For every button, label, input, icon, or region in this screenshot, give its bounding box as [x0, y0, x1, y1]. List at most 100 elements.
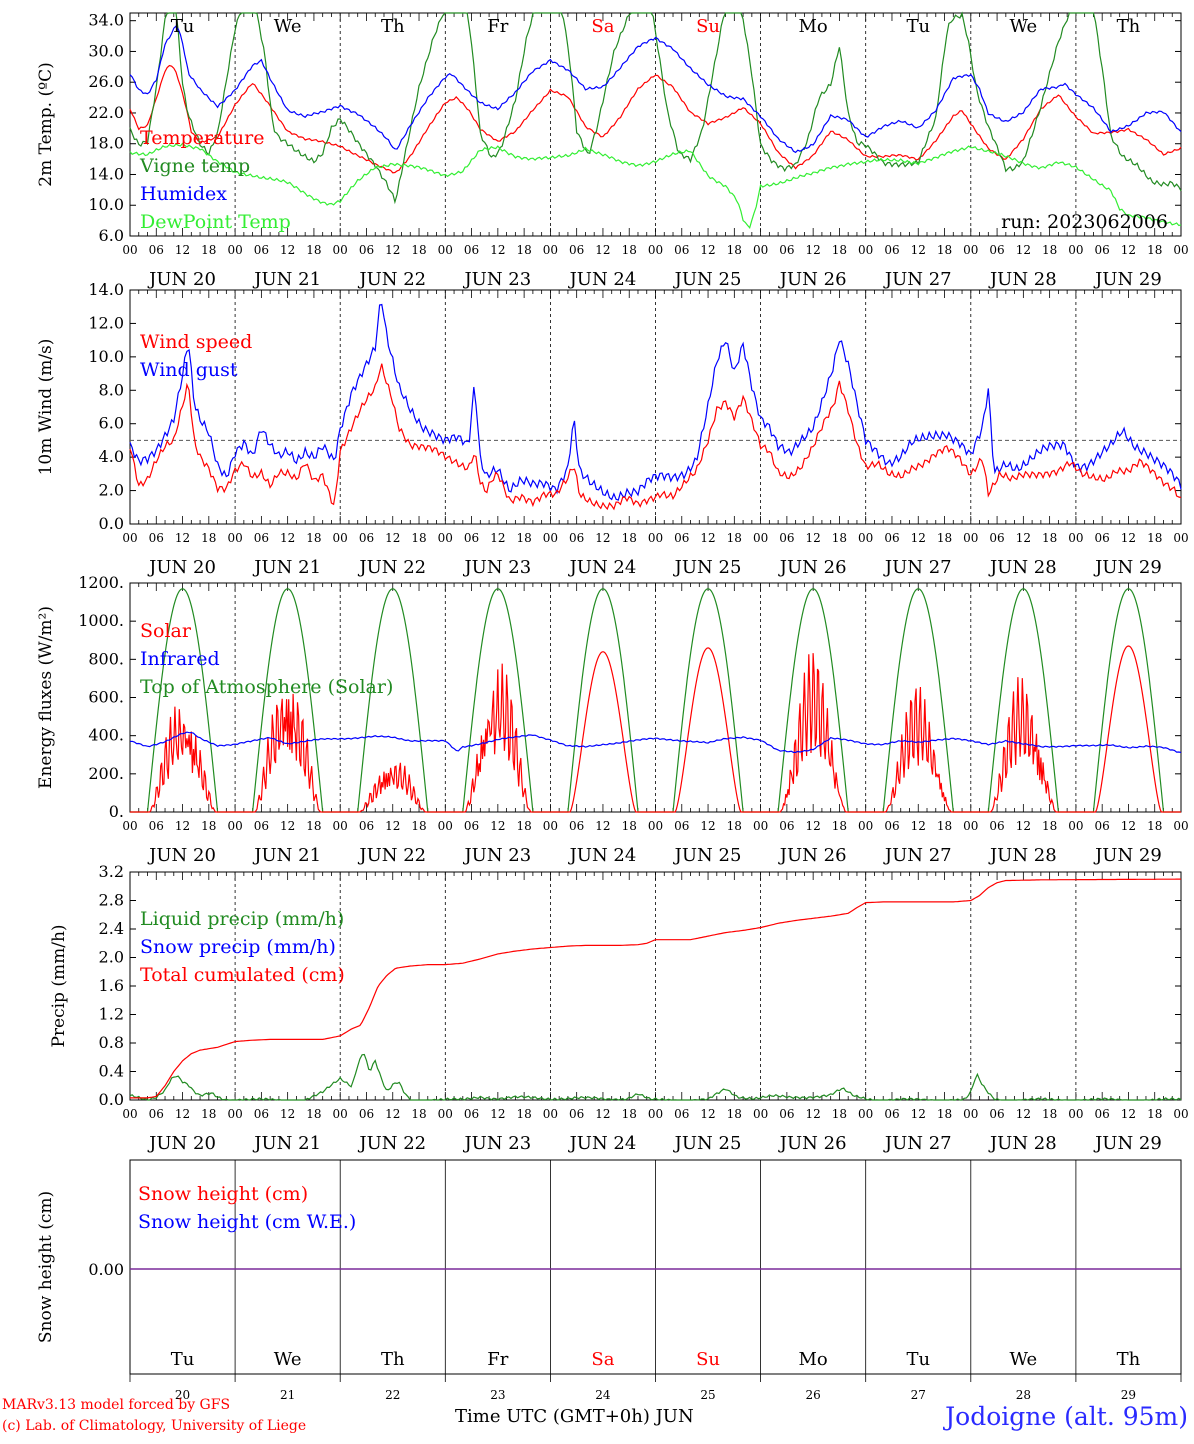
- hour-tick-label: 06: [359, 531, 374, 545]
- hour-tick-label: 06: [674, 1107, 689, 1121]
- hour-tick-label: 00: [648, 819, 663, 833]
- legend-entry: Solar: [140, 620, 192, 642]
- model-credit-line: MARv3.13 model forced by GFS: [2, 1397, 231, 1413]
- date-label: JUN 29: [1093, 557, 1162, 578]
- hour-tick-label: 12: [175, 1107, 190, 1121]
- hour-tick-label: 18: [201, 531, 216, 545]
- y-tick-label: 1.2: [99, 1005, 124, 1024]
- hour-tick-label: 00: [543, 819, 558, 833]
- date-label: JUN 21: [252, 1133, 321, 1154]
- hour-tick-label: 00: [858, 243, 873, 257]
- hour-tick-label: 00: [963, 1107, 978, 1121]
- y-axis-title: Precip (mm/h): [49, 924, 69, 1047]
- time-axis-title: Time UTC (GMT+0h) JUN: [455, 1406, 694, 1427]
- date-label: JUN 22: [357, 1133, 426, 1154]
- hour-tick-label: 12: [280, 531, 295, 545]
- series-line-infrared: [129, 731, 1182, 754]
- hour-tick-label: 12: [1121, 243, 1136, 257]
- weekday-label: Su: [696, 16, 720, 37]
- date-label: JUN 23: [462, 269, 531, 290]
- hour-tick-label: 18: [937, 531, 952, 545]
- date-label: JUN 28: [988, 845, 1057, 866]
- date-label: JUN 22: [357, 269, 426, 290]
- weekday-label: Mo: [799, 16, 828, 37]
- hour-tick-label: 18: [1147, 819, 1162, 833]
- legend-entry: Wind speed: [140, 331, 252, 353]
- hour-tick-label: 12: [280, 819, 295, 833]
- hour-tick-label: 18: [201, 819, 216, 833]
- hour-tick-label: 06: [149, 531, 164, 545]
- y-tick-label: 18.0: [88, 134, 124, 153]
- weekday-label: Mo: [799, 1349, 828, 1370]
- hour-tick-label: 18: [306, 243, 321, 257]
- hour-tick-label: 12: [911, 1107, 926, 1121]
- date-label: JUN 21: [252, 557, 321, 578]
- hour-tick-label: 06: [779, 531, 794, 545]
- y-tick-label: 30.0: [88, 41, 124, 60]
- panel-2: [129, 289, 1182, 525]
- hour-tick-label: 06: [1095, 531, 1110, 545]
- legend-entry: Temperature: [140, 127, 264, 149]
- hour-tick-label: 00: [1173, 1107, 1188, 1121]
- hour-tick-label: 18: [1042, 1107, 1057, 1121]
- hour-tick-label: 06: [674, 243, 689, 257]
- y-tick-label: 6.0: [99, 226, 124, 245]
- date-label: JUN 28: [988, 269, 1057, 290]
- day-number-label: 26: [806, 1388, 821, 1402]
- hour-tick-label: 00: [1068, 243, 1083, 257]
- date-label: JUN 27: [883, 1133, 952, 1154]
- day-number-label: 21: [280, 1388, 295, 1402]
- hour-tick-label: 12: [806, 243, 821, 257]
- hour-tick-label: 00: [753, 243, 768, 257]
- y-tick-label: 10.0: [88, 347, 124, 366]
- hour-tick-label: 18: [1042, 243, 1057, 257]
- y-tick-label: 12.0: [88, 313, 124, 332]
- date-label: JUN 21: [252, 845, 321, 866]
- hour-tick-label: 00: [333, 531, 348, 545]
- hour-tick-label: 12: [1121, 531, 1136, 545]
- hour-tick-label: 12: [280, 1107, 295, 1121]
- hour-tick-label: 00: [753, 1107, 768, 1121]
- hour-tick-label: 06: [989, 819, 1004, 833]
- hour-tick-label: 18: [306, 819, 321, 833]
- y-tick-label: 0.00: [88, 1260, 124, 1279]
- y-tick-label: 2.0: [99, 481, 124, 500]
- hour-tick-label: 12: [700, 243, 715, 257]
- hour-tick-label: 18: [937, 819, 952, 833]
- hour-tick-label: 12: [490, 819, 505, 833]
- hour-tick-label: 18: [411, 1107, 426, 1121]
- date-label: JUN 27: [883, 557, 952, 578]
- y-tick-label: 800.: [88, 649, 124, 668]
- date-label: JUN 22: [357, 557, 426, 578]
- y-tick-label: 14.0: [88, 164, 124, 183]
- hour-tick-label: 06: [149, 243, 164, 257]
- hour-tick-label: 00: [333, 243, 348, 257]
- hour-tick-label: 12: [1121, 1107, 1136, 1121]
- hour-tick-label: 18: [622, 819, 637, 833]
- hour-tick-label: 06: [569, 1107, 584, 1121]
- hour-tick-label: 18: [727, 243, 742, 257]
- hour-tick-label: 12: [595, 243, 610, 257]
- date-label: JUN 26: [778, 557, 847, 578]
- legend-entry: Snow precip (mm/h): [140, 936, 336, 958]
- hour-tick-label: 06: [989, 531, 1004, 545]
- weekday-label: Fr: [487, 16, 508, 37]
- hour-tick-label: 00: [543, 243, 558, 257]
- weekday-label: Th: [1117, 16, 1141, 37]
- weekday-label: Th: [1117, 1349, 1141, 1370]
- hour-tick-label: 00: [963, 243, 978, 257]
- hour-tick-label: 00: [1173, 819, 1188, 833]
- y-tick-label: 400.: [88, 726, 124, 745]
- hour-tick-label: 18: [1042, 531, 1057, 545]
- hour-tick-label: 18: [516, 819, 531, 833]
- hour-tick-label: 06: [569, 531, 584, 545]
- hour-tick-label: 00: [227, 243, 242, 257]
- weekday-label: We: [274, 1349, 302, 1370]
- hour-tick-label: 12: [595, 819, 610, 833]
- date-label: JUN 27: [883, 269, 952, 290]
- y-tick-label: 3.2: [99, 862, 124, 881]
- hour-tick-label: 06: [884, 243, 899, 257]
- date-label: JUN 24: [568, 845, 637, 866]
- day-number-label: 29: [1121, 1388, 1136, 1402]
